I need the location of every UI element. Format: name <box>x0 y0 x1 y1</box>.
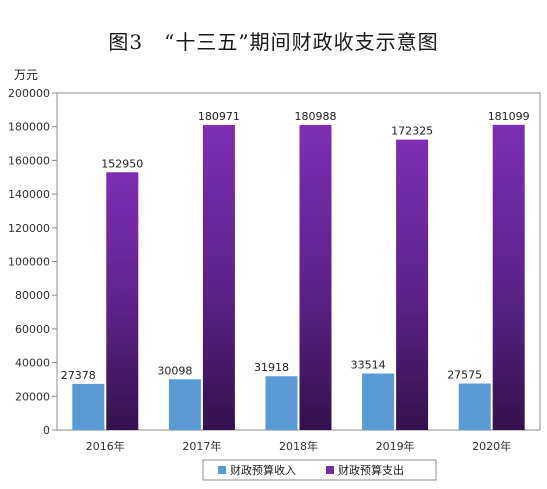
income-bar <box>168 379 201 430</box>
expenditure-value-label: 152950 <box>101 157 143 170</box>
legend-swatch-income <box>218 466 226 474</box>
income-value-label: 33514 <box>351 359 386 372</box>
legend: 财政预算收入 财政预算支出 <box>202 459 437 481</box>
y-tick-label: 80000 <box>15 289 50 302</box>
income-value-label: 30098 <box>157 364 192 377</box>
expenditure-value-label: 180971 <box>198 110 240 123</box>
expenditure-value-label: 180988 <box>295 110 337 123</box>
y-tick-label: 200000 <box>8 87 50 100</box>
legend-label-income: 财政预算收入 <box>230 463 296 477</box>
expenditure-bar <box>492 124 525 431</box>
income-value-label: 27378 <box>61 369 96 382</box>
y-tick-label: 120000 <box>8 222 50 235</box>
x-category-label: 2016年 <box>86 439 125 453</box>
y-tick-label: 180000 <box>8 121 50 134</box>
y-tick-label: 160000 <box>8 154 50 167</box>
y-tick-label: 100000 <box>8 256 50 269</box>
expenditure-bar <box>299 125 332 430</box>
y-tick-label: 20000 <box>15 390 50 403</box>
y-tick-label: 140000 <box>8 188 50 201</box>
x-category-label: 2018年 <box>279 439 318 453</box>
chart-title: 图3 “十三五”期间财政收支示意图 <box>108 30 439 54</box>
income-value-label: 27575 <box>447 369 482 382</box>
legend-swatch-expenditure <box>326 466 334 474</box>
y-tick-label: 40000 <box>15 357 50 370</box>
x-category-label: 2020年 <box>472 439 511 453</box>
expenditure-bar <box>202 125 235 430</box>
legend-label-expenditure: 财政预算支出 <box>338 463 404 477</box>
x-category-label: 2017年 <box>182 439 221 453</box>
legend-box <box>202 459 437 481</box>
income-bar <box>458 383 491 430</box>
expenditure-bar <box>396 139 429 430</box>
income-value-label: 31918 <box>254 361 289 374</box>
expenditure-bar <box>106 172 139 431</box>
expenditure-value-label: 181099 <box>488 110 530 123</box>
x-category-label: 2019年 <box>376 439 415 453</box>
income-bar <box>72 383 105 430</box>
y-tick-label: 0 <box>43 424 50 437</box>
income-bar <box>362 373 395 430</box>
y-tick-label: 60000 <box>15 323 50 336</box>
y-axis-unit-label: 万元 <box>14 68 38 82</box>
income-bar <box>265 376 298 430</box>
expenditure-value-label: 172325 <box>391 125 433 138</box>
